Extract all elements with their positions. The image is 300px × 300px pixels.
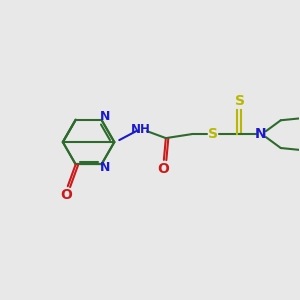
- Text: N: N: [100, 110, 111, 123]
- Text: O: O: [60, 188, 72, 202]
- Text: N: N: [100, 161, 111, 174]
- Text: N: N: [255, 127, 267, 141]
- Text: O: O: [157, 162, 169, 176]
- Text: S: S: [235, 94, 245, 109]
- Text: NH: NH: [131, 123, 151, 136]
- Text: S: S: [208, 127, 218, 141]
